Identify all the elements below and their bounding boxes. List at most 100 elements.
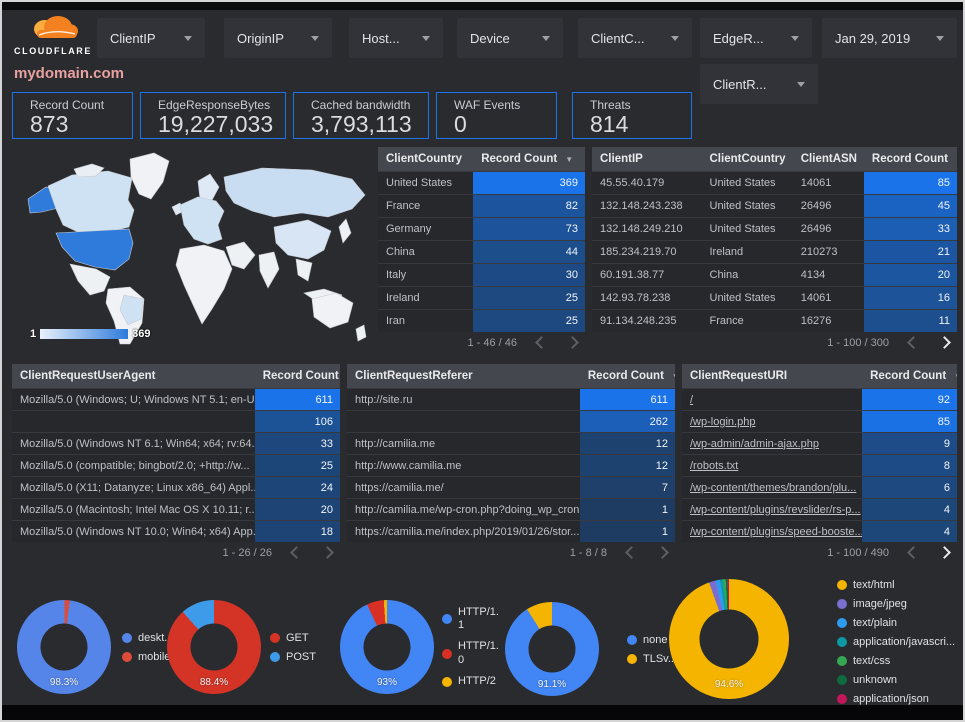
column-header[interactable]: ClientCountry (709, 153, 786, 165)
filter-chip-host[interactable]: Host... (349, 18, 443, 58)
filter-chip-device[interactable]: Device (457, 18, 563, 58)
sort-desc-icon[interactable]: ▼ (664, 372, 675, 381)
table-row[interactable]: 185.234.219.70 Ireland 210273 21 (592, 240, 957, 263)
uri-link[interactable]: /wp-content/themes/brandon/plu... (690, 481, 857, 494)
table-row[interactable]: / 92 (682, 388, 957, 410)
table-row[interactable]: 142.93.78.238 United States 14061 16 (592, 286, 957, 309)
column-header-record-count[interactable]: Record Count▼ (862, 370, 957, 382)
table-row[interactable]: 60.191.38.77 China 4134 20 (592, 263, 957, 286)
uri-link[interactable]: /wp-login.php (690, 415, 756, 428)
prev-page-icon[interactable] (625, 546, 638, 559)
table-row[interactable]: /wp-content/plugins/revslider/rs-p... 4 (682, 498, 957, 520)
tls-version-donut[interactable]: 91.1% (505, 602, 599, 696)
sort-desc-icon[interactable]: ▼ (946, 372, 957, 381)
table-row[interactable]: 106 (12, 410, 340, 432)
legend-item[interactable]: mobile (122, 651, 173, 663)
uri-link[interactable]: /wp-admin/admin-ajax.php (690, 437, 820, 450)
table-row[interactable]: Mozilla/5.0 (Windows; U; Windows NT 5.1;… (12, 388, 340, 410)
column-header[interactable]: ClientRequestUserAgent (20, 370, 156, 382)
legend-item[interactable]: HTTP/1.0 (442, 640, 504, 668)
next-page-icon[interactable] (321, 546, 334, 559)
table-row[interactable]: http://camilia.me 12 (347, 432, 675, 454)
filter-chip-originip[interactable]: OriginIP (224, 18, 332, 58)
legend-item[interactable]: text/plain (837, 617, 955, 629)
table-row[interactable]: 45.55.40.179 United States 14061 85 (592, 171, 957, 194)
http-method-donut[interactable]: 88.4% (167, 600, 261, 694)
filter-chip-clientrequest[interactable]: ClientR... (700, 64, 818, 104)
table-row[interactable]: https://camilia.me/7 (347, 476, 675, 498)
geo-map-panel[interactable]: 1 369 (12, 147, 374, 350)
table-row[interactable]: https://camilia.me/index.php/2019/01/26/… (347, 520, 675, 542)
table-row[interactable]: Germany 73 (378, 217, 585, 240)
table-row[interactable]: http://site.ru 611 (347, 388, 675, 410)
sort-desc-icon[interactable]: ▼ (339, 372, 340, 381)
table-row[interactable]: Mozilla/5.0 (compatible; bingbot/2.0; +h… (12, 454, 340, 476)
table-row[interactable]: /wp-admin/admin-ajax.php 9 (682, 432, 957, 454)
sort-desc-icon[interactable]: ▼ (948, 155, 957, 164)
world-map[interactable] (12, 147, 374, 350)
legend-item[interactable]: POST (270, 651, 316, 663)
next-page-icon[interactable] (938, 546, 951, 559)
column-header[interactable]: ClientIP (600, 153, 643, 165)
http-version-donut[interactable]: 93% (340, 600, 434, 694)
table-row[interactable]: 91.134.248.235 France 16276 11 (592, 309, 957, 332)
table-row[interactable]: /robots.txt 8 (682, 454, 957, 476)
table-row[interactable]: Italy 30 (378, 263, 585, 286)
legend-item[interactable]: deskt... (122, 632, 173, 644)
legend-item[interactable]: HTTP/2 (442, 675, 504, 689)
column-header-record-count[interactable]: Record Count▼ (255, 370, 340, 382)
table-row[interactable]: Ireland 25 (378, 286, 585, 309)
uri-link[interactable]: /wp-content/plugins/revslider/rs-p... (690, 503, 861, 516)
prev-page-icon[interactable] (290, 546, 303, 559)
legend-item[interactable]: GET (270, 632, 316, 644)
table-row[interactable]: United States 369 (378, 171, 585, 194)
column-header[interactable]: ClientASN (800, 153, 857, 165)
table-row[interactable]: http://www.camilia.me 12 (347, 454, 675, 476)
device-type-donut[interactable]: 98.3% (17, 600, 111, 694)
table-row[interactable]: /wp-content/plugins/speed-booste... 4 (682, 520, 957, 542)
column-header[interactable]: ClientRequestURI (690, 370, 788, 382)
column-header-record-count[interactable]: Record Count▼ (864, 153, 957, 165)
uri-link[interactable]: /wp-content/plugins/speed-booste... (690, 525, 863, 538)
legend-item[interactable]: text/css (837, 655, 955, 667)
table-row[interactable]: China 44 (378, 240, 585, 263)
table-row[interactable]: /wp-login.php 85 (682, 410, 957, 432)
table-row[interactable]: Mozilla/5.0 (Windows NT 6.1; Win64; x64;… (12, 432, 340, 454)
next-page-icon[interactable] (566, 336, 579, 349)
legend-item[interactable]: application/json (837, 693, 955, 705)
prev-page-icon[interactable] (907, 546, 920, 559)
legend-item[interactable]: unknown (837, 674, 955, 686)
table-row[interactable]: /wp-content/themes/brandon/plu... 6 (682, 476, 957, 498)
table-row[interactable]: Mozilla/5.0 (Macintosh; Intel Mac OS X 1… (12, 498, 340, 520)
table-row[interactable]: France 82 (378, 194, 585, 217)
column-header-record-count[interactable]: Record Count▼ (580, 370, 675, 382)
table-row[interactable]: Iran 25 (378, 309, 585, 332)
table-row[interactable]: 132.148.249.210 United States 26496 33 (592, 217, 957, 240)
filter-chip-edgeresponse[interactable]: EdgeR... (700, 18, 812, 58)
date-range-picker[interactable]: Jan 29, 2019 (822, 18, 957, 58)
uri-link[interactable]: / (690, 393, 694, 406)
legend-item[interactable]: text/html (837, 579, 955, 591)
sort-desc-icon[interactable]: ▼ (565, 155, 574, 164)
legend-item[interactable]: none (627, 634, 677, 646)
column-header[interactable]: ClientRequestReferer (355, 370, 473, 382)
legend-item[interactable]: HTTP/1.1 (442, 606, 504, 634)
next-page-icon[interactable] (656, 546, 669, 559)
filter-chip-clientip[interactable]: ClientIP (97, 18, 205, 58)
legend-item[interactable]: TLSv... (627, 653, 677, 665)
table-row[interactable]: Mozilla/5.0 (X11; Datanyze; Linux x86_64… (12, 476, 340, 498)
table-row[interactable]: http://camilia.me/wp-cron.php?doing_wp_c… (347, 498, 675, 520)
table-row[interactable]: 262 (347, 410, 675, 432)
prev-page-icon[interactable] (535, 336, 548, 349)
column-header-record-count[interactable]: Record Count▼ (473, 153, 585, 165)
table-row[interactable]: Mozilla/5.0 (Windows NT 10.0; Win64; x64… (12, 520, 340, 542)
uri-link[interactable]: /robots.txt (690, 459, 739, 472)
filter-chip-clientcountry[interactable]: ClientC... (578, 18, 692, 58)
table-row[interactable]: 132.148.243.238 United States 26496 45 (592, 194, 957, 217)
next-page-icon[interactable] (938, 336, 951, 349)
content-type-donut[interactable]: 94.6% (669, 579, 789, 699)
column-header[interactable]: ClientCountry (386, 153, 463, 165)
prev-page-icon[interactable] (907, 336, 920, 349)
legend-item[interactable]: application/javascri... (837, 636, 955, 648)
legend-item[interactable]: image/jpeg (837, 598, 955, 610)
